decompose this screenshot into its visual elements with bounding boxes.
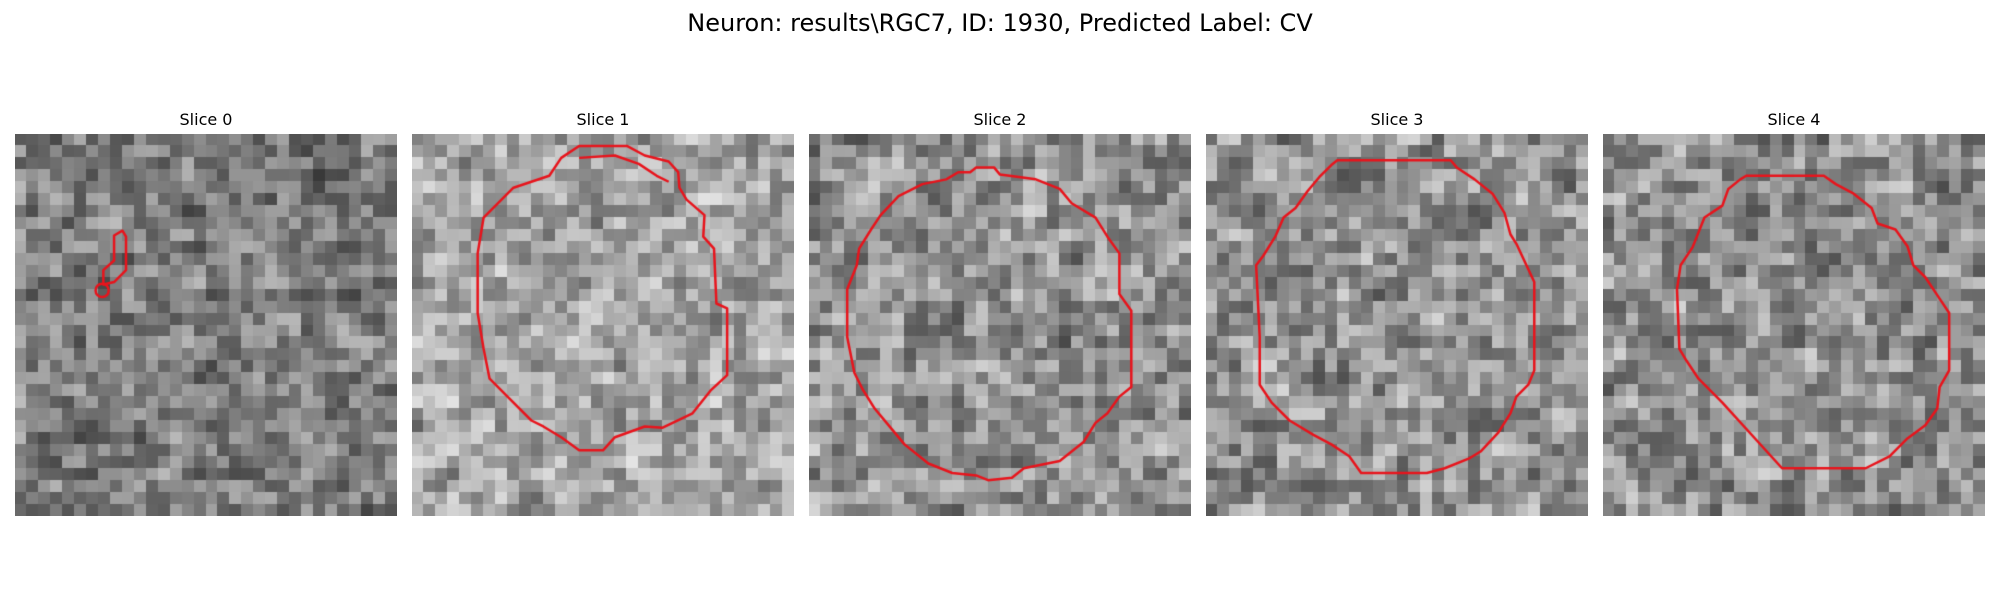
slice-image-4 bbox=[1603, 134, 1985, 516]
slice-image-3 bbox=[1206, 134, 1588, 516]
slice-title-0: Slice 0 bbox=[179, 110, 233, 129]
slice-image-2 bbox=[809, 134, 1191, 516]
slice-panel-3: Slice 3 bbox=[1206, 108, 1588, 516]
slice-title-4: Slice 4 bbox=[1767, 110, 1821, 129]
figure-title: Neuron: results\RGC7, ID: 1930, Predicte… bbox=[687, 9, 1313, 37]
slice-title-3: Slice 3 bbox=[1370, 110, 1424, 129]
slice-panel-4: Slice 4 bbox=[1603, 108, 1985, 516]
slice-title-2: Slice 2 bbox=[973, 110, 1027, 129]
slice-title-1: Slice 1 bbox=[576, 110, 630, 129]
slice-image-1 bbox=[412, 134, 794, 516]
slice-panel-2: Slice 2 bbox=[809, 108, 1191, 516]
slice-panel-1: Slice 1 bbox=[412, 108, 794, 516]
slice-panel-0: Slice 0 bbox=[15, 108, 397, 516]
slice-image-0 bbox=[15, 134, 397, 516]
